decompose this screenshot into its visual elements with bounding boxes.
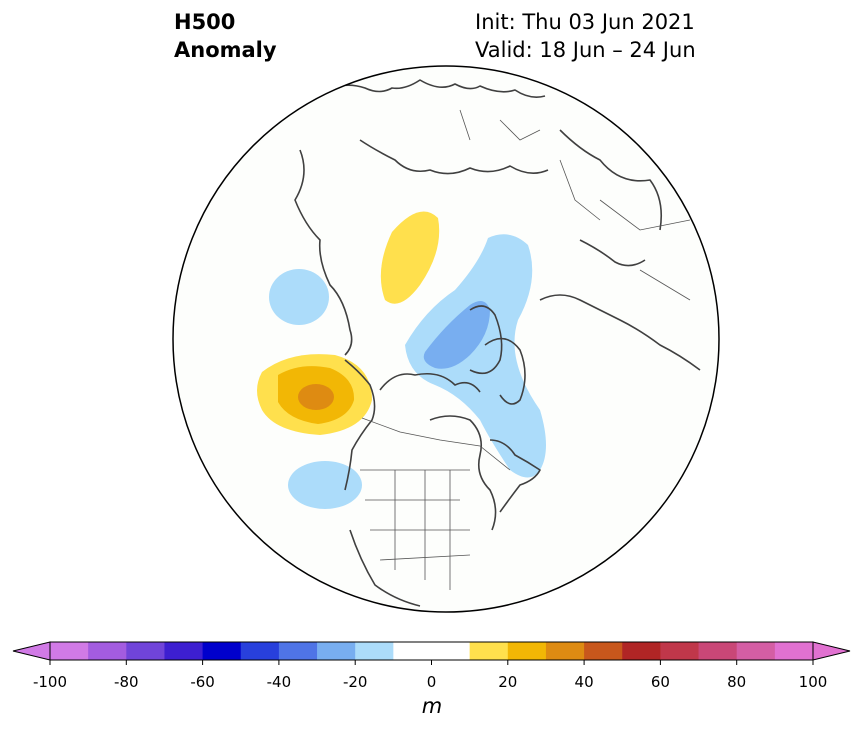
positive-anomaly-siberia-arctic [380, 211, 440, 304]
title-line-quantity: Anomaly [174, 38, 277, 62]
colorbar-bin [431, 642, 471, 660]
colorbar-bin [126, 642, 165, 660]
colorbar-tick-label: -60 [190, 673, 215, 691]
init-time: Init: Thu 03 Jun 2021 [475, 10, 695, 34]
title-line-variable: H500 [174, 10, 236, 34]
colorbar-bin [393, 642, 432, 660]
colorbar-bin [736, 642, 776, 660]
colorbar-bin [698, 642, 738, 660]
colorbar-extend-high [812, 641, 851, 661]
colorbar-bins [50, 642, 814, 660]
valid-period: Valid: 18 Jun – 24 Jun [475, 38, 696, 62]
colorbar-bin [584, 642, 623, 660]
colorbar-bin [355, 642, 394, 660]
colorbar-bin [622, 642, 661, 660]
colorbar-bin [469, 642, 509, 660]
negative-anomaly-east-pacific [288, 461, 362, 509]
colorbar-tick-label: 0 [426, 673, 437, 691]
colorbar-tick-label: 20 [498, 673, 518, 691]
colorbar-bin [317, 642, 356, 660]
colorbar-tick-label: 100 [798, 673, 828, 691]
colorbar-bin [50, 642, 89, 660]
colorbar-bin [164, 642, 204, 660]
colorbar-tick-label: 80 [727, 673, 747, 691]
polar-map [172, 65, 720, 613]
forecast-times: Init: Thu 03 Jun 2021 Valid: 18 Jun – 24… [475, 8, 696, 64]
colorbar-bin [240, 642, 280, 660]
colorbar-tick-label: -80 [114, 673, 139, 691]
colorbar-bin [88, 642, 127, 660]
colorbar-bin [545, 642, 585, 660]
political-borders [360, 109, 691, 590]
colorbar-tick-label: 60 [650, 673, 670, 691]
colorbar-bin [660, 642, 700, 660]
colorbar-bin [202, 642, 242, 660]
coastlines [294, 79, 701, 607]
positive-anomaly-gulf-of-alaska [257, 354, 372, 435]
colorbar-tick-label: -40 [266, 673, 292, 691]
colorbar [12, 641, 851, 665]
colorbar-tick-label: -20 [342, 673, 368, 691]
colorbar-bin [774, 642, 814, 660]
plot-title: H500 Anomaly [174, 8, 277, 64]
colorbar-bin [507, 642, 547, 660]
colorbar-tick-label: 40 [574, 673, 594, 691]
colorbar-unit: m [421, 694, 443, 718]
colorbar-bin [278, 642, 318, 660]
negative-anomaly-greenland-arctic [405, 234, 546, 478]
colorbar-tick-label: -100 [32, 673, 68, 691]
colorbar-ticks [49, 660, 814, 665]
map-boundary [172, 65, 720, 613]
colorbar-extend-low [12, 641, 51, 661]
negative-anomaly-north-pacific [269, 269, 329, 325]
